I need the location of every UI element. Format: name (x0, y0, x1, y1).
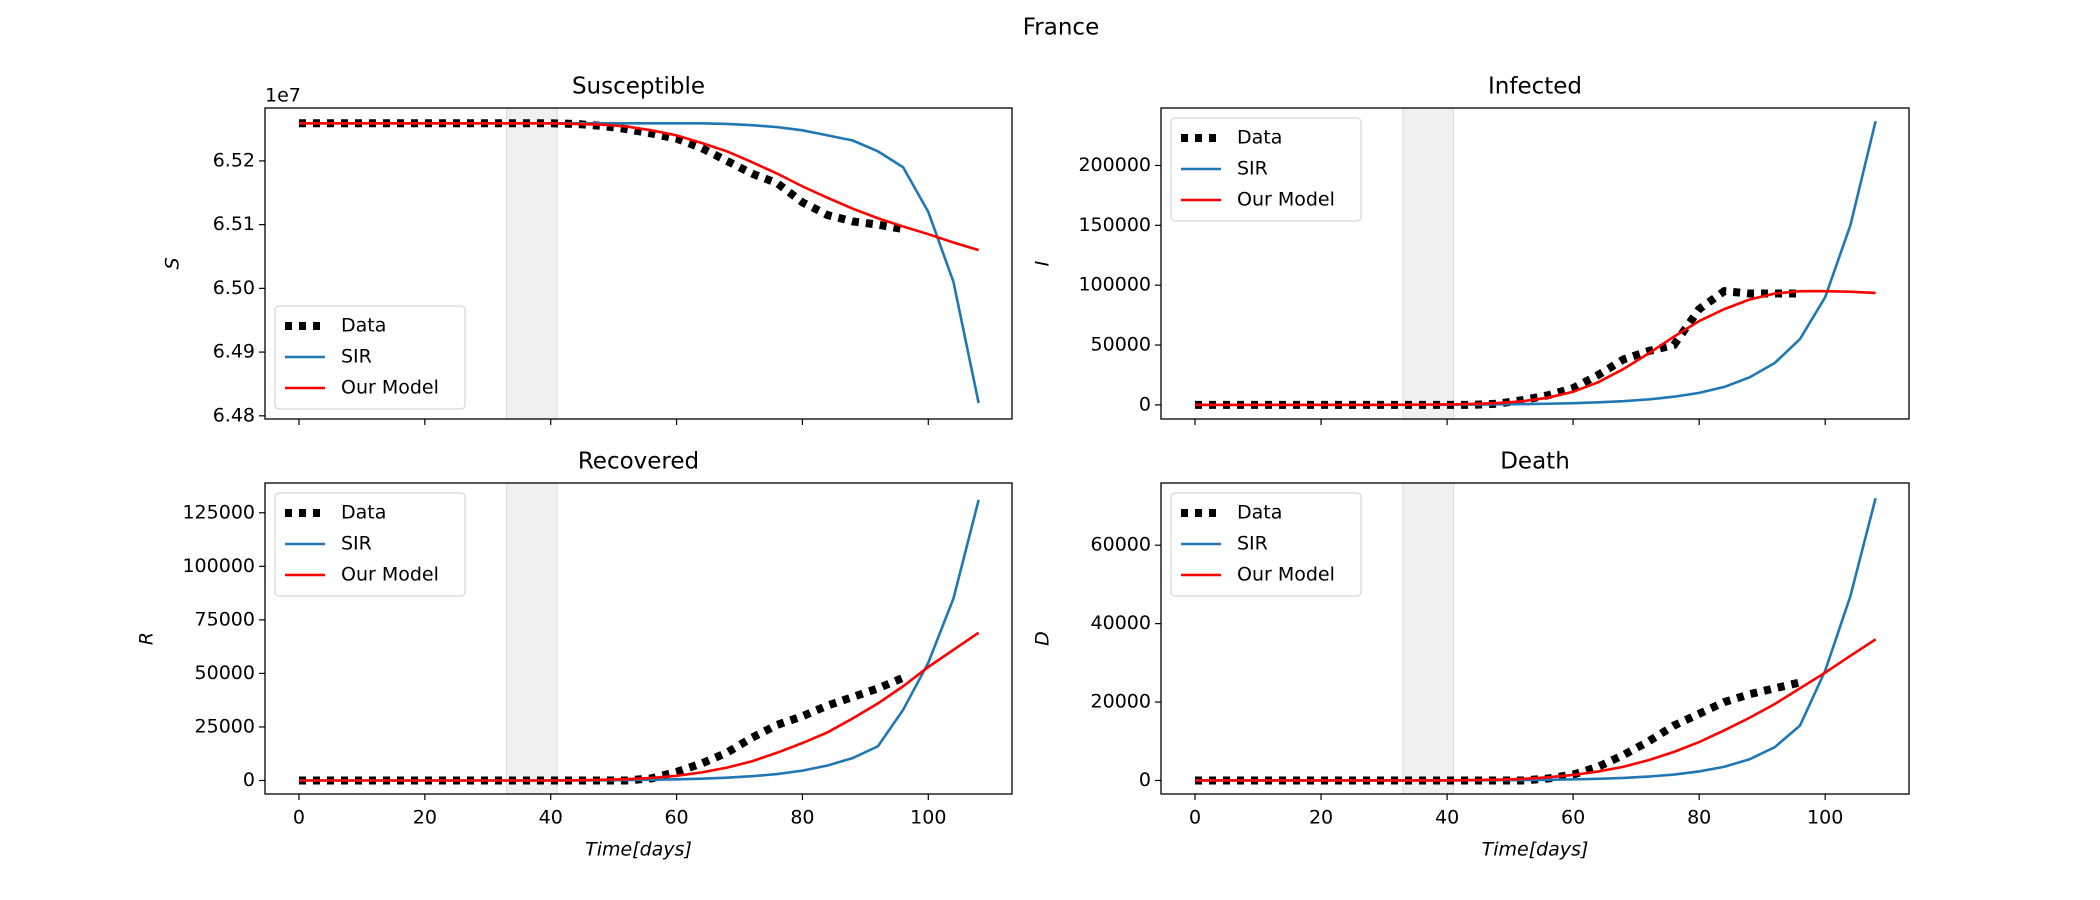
x-tick-label: 20 (1309, 807, 1333, 829)
subplot-title: Death (1500, 449, 1570, 475)
x-axis-label: Time[days] (1482, 839, 1589, 861)
series-line (1195, 287, 1800, 409)
y-tick-label: 50000 (1091, 334, 1151, 356)
legend-label: SIR (1237, 533, 1268, 555)
shaded-span (1402, 107, 1454, 420)
x-tick-label: 0 (1189, 807, 1201, 829)
legend: Data SIR Our Model (1170, 492, 1362, 597)
subplot: 6.48 6.49 6.50 6.51 6.52 Susceptible S 1e7 Data S… (162, 74, 1013, 426)
shaded-span (1402, 482, 1454, 795)
y-tick-label: 6.50 (213, 277, 255, 299)
y-tick-label: 20000 (1091, 691, 1151, 713)
x-tick-label: 80 (790, 807, 814, 829)
legend-label: SIR (341, 346, 372, 368)
x-tick-label: 60 (664, 807, 688, 829)
y-tick-label: 6.49 (213, 341, 255, 363)
y-tick-label: 6.52 (213, 149, 255, 171)
y-tick-label: 200000 (1078, 154, 1151, 176)
x-tick-label: 40 (1435, 807, 1459, 829)
series-line (1195, 638, 1877, 782)
y-tick-label: 25000 (195, 715, 255, 737)
x-tick-label: 60 (1561, 807, 1585, 829)
x-tick-label: 100 (1807, 807, 1843, 829)
subplot-title: Recovered (578, 449, 699, 475)
legend: Data SIR Our Model (1170, 117, 1362, 222)
legend-box (1170, 492, 1362, 597)
series-line (1195, 289, 1876, 407)
legend-box (274, 305, 466, 410)
legend-box (1170, 117, 1362, 222)
offset-label: 1e7 (265, 85, 301, 107)
y-tick-label: 100000 (182, 555, 255, 577)
legend-label: Our Model (1237, 564, 1335, 586)
y-tick-label: 150000 (1078, 214, 1151, 236)
legend-label: Data (341, 502, 386, 524)
shaded-span (506, 107, 558, 420)
y-tick-label: 0 (1139, 393, 1151, 415)
legend: Data SIR Our Model (274, 305, 466, 410)
subplot-title: Infected (1488, 74, 1582, 100)
axes-frame (1160, 107, 1910, 420)
y-axis-label: S (162, 257, 184, 269)
subplot: 0 50000 100000 150000 200000 Infected I Data SIR… (1032, 74, 1910, 425)
y-tick-label: 50000 (195, 662, 255, 684)
y-tick-label: 60000 (1091, 534, 1151, 556)
series-line (298, 122, 980, 252)
legend-label: Data (1237, 127, 1282, 149)
x-tick-label: 40 (539, 807, 563, 829)
figure-title: France (1023, 15, 1099, 41)
axes-frame (264, 107, 1013, 420)
subplot: 0 20 40 60 80 100 0 20000 40000 60000 Death D Time[d… (1032, 449, 1910, 861)
y-axis-label: R (136, 632, 158, 645)
y-tick-label: 0 (1139, 769, 1151, 791)
axes-frame (264, 482, 1013, 795)
legend: Data SIR Our Model (274, 492, 466, 597)
legend-label: Our Model (1237, 189, 1335, 211)
legend-label: Data (1237, 502, 1282, 524)
y-axis-label: D (1032, 631, 1054, 646)
x-tick-label: 20 (413, 807, 437, 829)
shaded-span (506, 482, 558, 795)
subplot: 0 20 40 60 80 100 0 25000 50000 75000 100000 125000… (136, 449, 1013, 861)
y-tick-label: 6.51 (213, 213, 255, 235)
y-axis-label: I (1032, 260, 1054, 266)
series-line (298, 631, 980, 782)
legend-label: Our Model (341, 377, 439, 399)
y-tick-label: 0 (243, 769, 255, 791)
series-line (1195, 678, 1801, 785)
y-tick-label: 75000 (195, 608, 255, 630)
series-line (298, 674, 905, 785)
x-tick-label: 0 (293, 807, 305, 829)
y-tick-label: 40000 (1091, 612, 1151, 634)
legend-box (274, 492, 466, 597)
legend-label: SIR (341, 533, 372, 555)
y-tick-label: 100000 (1078, 274, 1151, 296)
axes-frame (1160, 482, 1910, 795)
legend-label: Our Model (341, 564, 439, 586)
legend-label: SIR (1237, 158, 1268, 180)
x-tick-label: 100 (910, 807, 946, 829)
y-tick-label: 6.48 (213, 404, 255, 426)
x-tick-label: 80 (1687, 807, 1711, 829)
subplot-title: Susceptible (572, 74, 705, 100)
x-axis-label: Time[days] (585, 839, 692, 861)
series-line (298, 119, 904, 234)
legend-label: Data (341, 315, 386, 337)
y-tick-label: 125000 (182, 501, 255, 523)
